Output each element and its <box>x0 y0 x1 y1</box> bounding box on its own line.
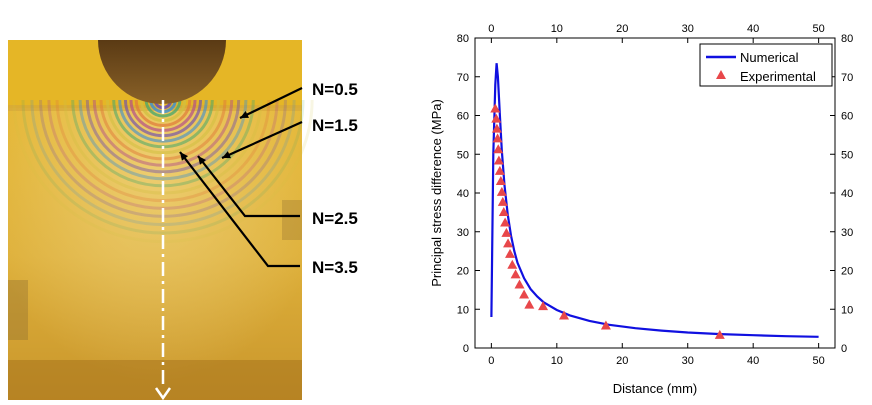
experimental-point <box>600 320 611 330</box>
label-arrow <box>239 87 303 119</box>
fringe-ring <box>105 99 221 155</box>
experimental-point <box>559 310 570 320</box>
indenter-ball <box>98 40 226 104</box>
experimental-point <box>524 299 535 309</box>
experimental-point <box>496 186 507 196</box>
x-tick-label: 30 <box>682 355 694 367</box>
y-tick-label-right: 30 <box>841 227 853 239</box>
y-tick-label: 0 <box>463 343 469 355</box>
y-tick-label: 30 <box>457 227 469 239</box>
y-tick-label: 40 <box>457 188 469 200</box>
fringe-ring <box>144 99 182 118</box>
x-tick-label-top: 20 <box>616 23 628 35</box>
label-arrow <box>221 120 303 160</box>
legend-experimental-label: Experimental <box>740 69 816 84</box>
fringe-ring <box>118 99 208 143</box>
fringe-ring <box>30 99 296 227</box>
y-tick-label: 80 <box>457 33 469 45</box>
x-tick-label-top: 10 <box>551 23 563 35</box>
experimental-point <box>514 279 525 289</box>
experimental-point <box>503 238 514 248</box>
legend: Numerical Experimental <box>699 43 833 87</box>
fringe-order-label: N=2.5 <box>312 209 358 228</box>
y-axis-label: Principal stress difference (MPa) <box>429 99 444 287</box>
x-axis-label: Distance (mm) <box>613 381 698 396</box>
y-tick-label-right: 60 <box>841 111 853 123</box>
numerical-series-line <box>490 63 819 338</box>
x-tick-label: 50 <box>813 355 825 367</box>
experimental-point <box>538 301 549 311</box>
y-tick-label-right: 0 <box>841 343 847 355</box>
experimental-point <box>491 123 502 133</box>
experimental-point <box>493 155 504 165</box>
experimental-point <box>494 165 505 175</box>
experimental-point <box>497 196 508 206</box>
y-tick-label-right: 80 <box>841 33 853 45</box>
fringe-ring <box>134 99 192 127</box>
legend-experimental-swatch <box>716 70 726 79</box>
label-arrowhead <box>180 152 189 161</box>
legend-numerical-label: Numerical <box>740 50 799 65</box>
fringe-ring <box>21 99 305 235</box>
y-tick-label: 60 <box>457 111 469 123</box>
fringe-order-label: N=1.5 <box>312 116 358 135</box>
label-arrowhead <box>240 110 249 118</box>
x-tick-label-top: 30 <box>682 23 694 35</box>
label-arrowhead <box>222 151 231 159</box>
experimental-point <box>714 329 725 339</box>
y-tick-label-right: 10 <box>841 304 853 316</box>
y-tick-label: 70 <box>457 72 469 84</box>
specimen-image <box>8 40 314 401</box>
y-tick-label-right: 70 <box>841 72 853 84</box>
y-tick-label: 10 <box>457 304 469 316</box>
x-tick-label: 10 <box>551 355 563 367</box>
path-arrowhead <box>154 387 172 401</box>
label-arrowhead <box>198 156 207 165</box>
experimental-point <box>505 248 516 258</box>
x-tick-label: 20 <box>616 355 628 367</box>
x-tick-label-top: 40 <box>747 23 759 35</box>
label-arrow <box>197 155 300 218</box>
fringe-order-label: N=3.5 <box>312 258 358 277</box>
x-tick-label-top: 0 <box>488 23 494 35</box>
photoelastic-photo: N=0.5 N=1.5 N=2.5 N=3.5 <box>0 0 400 401</box>
fringe-order-label: N=0.5 <box>312 80 358 99</box>
fringe-ring <box>85 99 241 174</box>
x-tick-label: 40 <box>747 355 759 367</box>
experimental-point <box>500 217 511 227</box>
stress-chart: 0 0 10 10 20 20 30 30 40 40 50 50 0 0 10 10 20 20 30 30 40 40… <box>420 0 872 400</box>
y-tick-label-right: 40 <box>841 188 853 200</box>
label-arrow <box>179 151 300 268</box>
experimental-point <box>510 269 521 279</box>
y-tick-label-right: 20 <box>841 266 853 278</box>
x-tick-label-top: 50 <box>813 23 825 35</box>
experimental-point <box>498 206 509 216</box>
experimental-point <box>495 175 506 185</box>
experimental-point <box>493 144 504 154</box>
experimental-point <box>490 103 501 113</box>
y-tick-label: 20 <box>457 266 469 278</box>
experimental-point <box>501 227 512 237</box>
x-tick-label: 0 <box>488 355 494 367</box>
experimental-point <box>491 113 502 123</box>
experimental-point <box>507 259 518 269</box>
experimental-point <box>519 289 530 299</box>
y-tick-label-right: 50 <box>841 149 853 161</box>
y-tick-label: 50 <box>457 149 469 161</box>
fringe-ring <box>78 99 248 181</box>
experimental-point <box>492 133 503 143</box>
